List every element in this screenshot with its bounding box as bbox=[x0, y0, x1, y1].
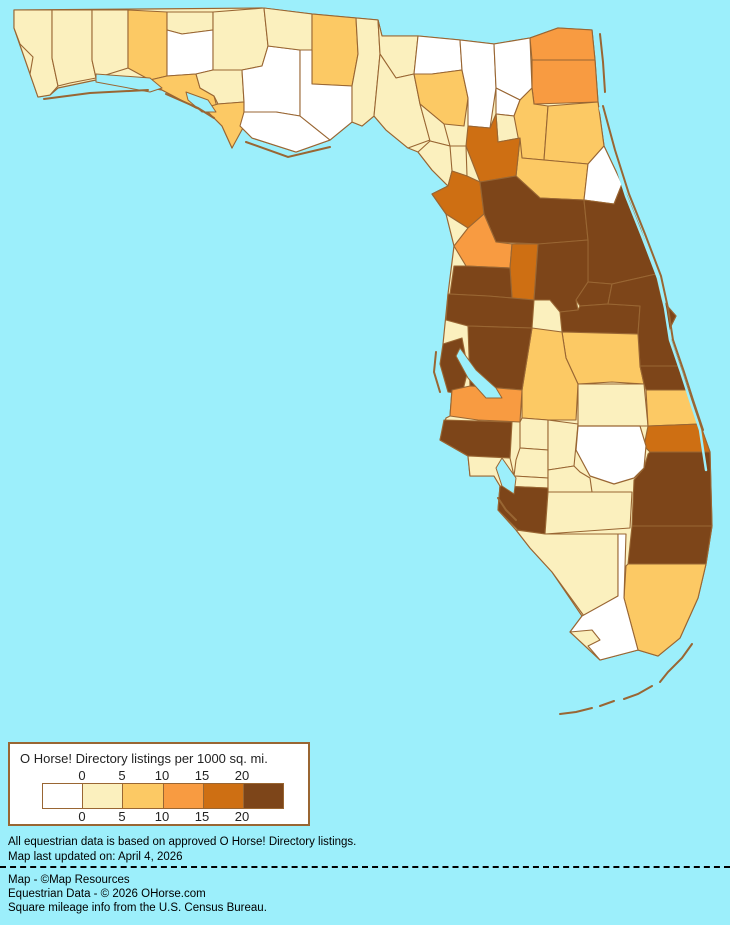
legend-tick-label: 15 bbox=[194, 809, 210, 824]
keys-upper bbox=[659, 643, 693, 683]
legend-tick-label: 10 bbox=[154, 768, 170, 783]
county-sarasota[interactable] bbox=[439, 419, 513, 459]
barrier-pinellas bbox=[432, 351, 441, 393]
barrier-apalachicola bbox=[245, 141, 331, 159]
tampa-bay bbox=[455, 347, 503, 399]
legend-tick-label: 0 bbox=[78, 768, 86, 783]
county-polk[interactable] bbox=[521, 327, 579, 421]
county-monroe[interactable] bbox=[569, 533, 639, 661]
legend-swatch-3 bbox=[163, 784, 204, 808]
county-okeechobee[interactable] bbox=[577, 383, 649, 427]
barrier-east-coast bbox=[602, 105, 704, 431]
credit-map-resources: Map - ©Map Resources bbox=[8, 874, 130, 886]
legend-ticks-bottom: 0 5 10 15 20 bbox=[42, 809, 284, 824]
county-gadsden[interactable] bbox=[263, 7, 313, 51]
county-glades[interactable] bbox=[547, 465, 593, 493]
barrier-amelia-island bbox=[599, 33, 606, 93]
st-andrew-bay bbox=[185, 91, 217, 113]
county-highlands[interactable] bbox=[547, 419, 579, 471]
legend-box: O Horse! Directory listings per 1000 sq.… bbox=[8, 742, 310, 826]
county-st-johns[interactable] bbox=[543, 101, 605, 165]
keys-middle-2 bbox=[599, 700, 615, 707]
county-hendry[interactable] bbox=[544, 491, 633, 535]
lake-okeechobee bbox=[575, 425, 647, 485]
legend-title: O Horse! Directory listings per 1000 sq.… bbox=[20, 751, 268, 766]
legend-swatch-2 bbox=[123, 784, 164, 808]
dashed-separator bbox=[0, 866, 730, 868]
county-duval[interactable] bbox=[531, 59, 599, 105]
note-last-updated: Map last updated on: April 4, 2026 bbox=[8, 851, 183, 863]
legend-swatch-5 bbox=[243, 784, 284, 808]
legend-tick-label: 5 bbox=[118, 809, 126, 824]
barrier-santa-rosa-island bbox=[43, 89, 149, 100]
county-okaloosa[interactable] bbox=[91, 9, 129, 79]
legend-tick-label: 20 bbox=[234, 809, 250, 824]
credit-equestrian-data: Equestrian Data - © 2026 OHorse.com bbox=[8, 888, 206, 900]
keys-lower bbox=[559, 707, 593, 715]
legend-swatch-4 bbox=[203, 784, 244, 808]
county-leon[interactable] bbox=[311, 13, 359, 87]
barrier-panama-city bbox=[165, 93, 215, 119]
county-broward[interactable] bbox=[627, 525, 713, 565]
county-alachua[interactable] bbox=[465, 113, 521, 183]
county-jackson[interactable] bbox=[212, 7, 269, 71]
county-santa-rosa[interactable] bbox=[51, 9, 97, 87]
credit-census-bureau: Square mileage info from the U.S. Census… bbox=[8, 902, 267, 914]
county-desoto[interactable] bbox=[513, 447, 549, 479]
county-nassau[interactable] bbox=[529, 27, 596, 63]
county-manatee[interactable] bbox=[449, 385, 523, 423]
county-washington[interactable] bbox=[166, 29, 214, 77]
legend-ticks-top: 0 5 10 15 20 bbox=[42, 768, 284, 783]
legend-swatch-0 bbox=[43, 784, 84, 808]
legend-tick-label: 0 bbox=[78, 809, 86, 824]
legend-swatch-1 bbox=[83, 784, 124, 808]
legend-tick-label: 15 bbox=[194, 768, 210, 783]
barrier-sanibel bbox=[497, 497, 517, 521]
county-escambia[interactable] bbox=[13, 9, 59, 98]
choctawhatchee-bay bbox=[95, 73, 163, 93]
county-pasco[interactable] bbox=[445, 293, 535, 329]
keys-middle-1 bbox=[623, 685, 653, 700]
county-sumter[interactable] bbox=[509, 243, 539, 301]
charlotte-harbor bbox=[495, 457, 517, 495]
county-collier[interactable] bbox=[515, 529, 619, 617]
county-palm-beach[interactable] bbox=[631, 451, 713, 527]
legend-tick-label: 5 bbox=[118, 768, 126, 783]
indian-river-lagoon bbox=[598, 106, 708, 472]
county-hernando[interactable] bbox=[449, 265, 513, 299]
amelia-lagoon bbox=[594, 34, 604, 92]
county-walton[interactable] bbox=[127, 9, 168, 81]
county-hardee[interactable] bbox=[519, 417, 549, 451]
county-miami-dade[interactable] bbox=[623, 563, 707, 657]
legend-ramp bbox=[42, 783, 284, 809]
legend-tick-label: 20 bbox=[234, 768, 250, 783]
note-data-source: All equestrian data is based on approved… bbox=[8, 836, 357, 848]
county-dixie[interactable] bbox=[417, 140, 453, 187]
legend-tick-label: 10 bbox=[154, 809, 170, 824]
county-hamilton[interactable] bbox=[413, 35, 463, 75]
